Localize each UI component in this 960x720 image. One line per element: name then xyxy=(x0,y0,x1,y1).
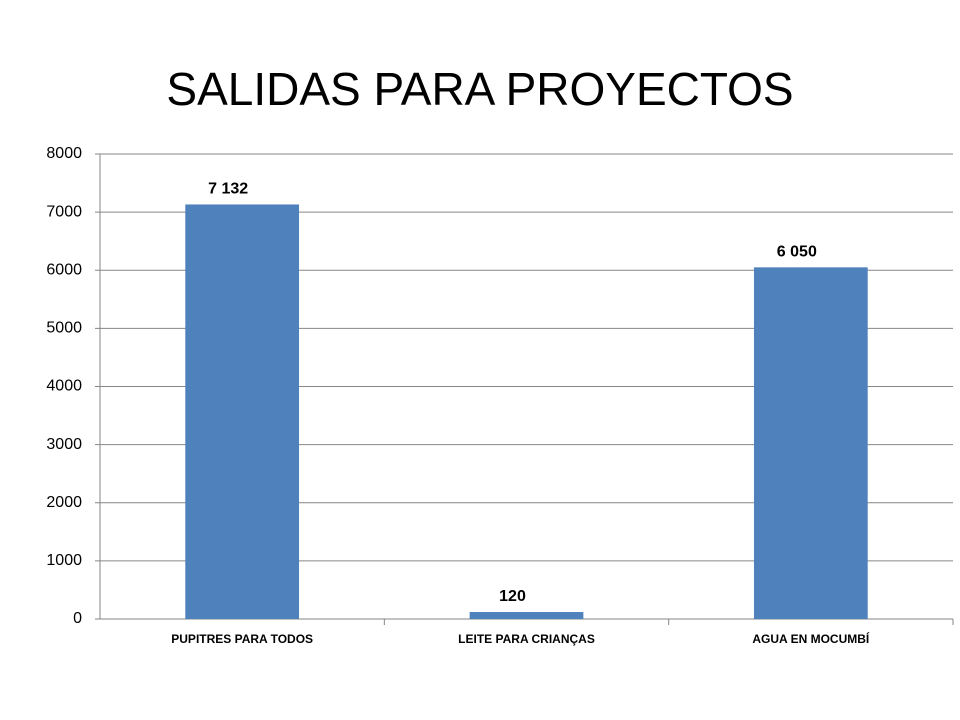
y-tick-label: 6000 xyxy=(46,261,82,278)
y-tick-label: 2000 xyxy=(46,494,82,511)
value-label: 7 132 xyxy=(208,181,248,198)
bar xyxy=(185,204,300,619)
value-label: 6 050 xyxy=(777,244,817,261)
chart-title: SALIDAS PARA PROYECTOS xyxy=(166,63,793,115)
value-label: 120 xyxy=(499,588,526,605)
x-tick-label: PUPITRES PARA TODOS xyxy=(171,632,313,646)
bar xyxy=(753,267,868,619)
y-tick-label: 7000 xyxy=(46,203,82,220)
y-tick-label: 5000 xyxy=(46,320,82,337)
y-tick-label: 1000 xyxy=(46,552,82,569)
bar xyxy=(469,612,584,619)
y-tick-label: 4000 xyxy=(46,378,82,395)
y-tick-label: 8000 xyxy=(46,145,82,162)
y-tick-label: 3000 xyxy=(46,436,82,453)
y-tick-label: 0 xyxy=(73,610,82,627)
x-tick-label: AGUA EN MOCUMBÍ xyxy=(752,631,870,646)
x-tick-label: LEITE PARA CRIANÇAS xyxy=(458,632,595,646)
